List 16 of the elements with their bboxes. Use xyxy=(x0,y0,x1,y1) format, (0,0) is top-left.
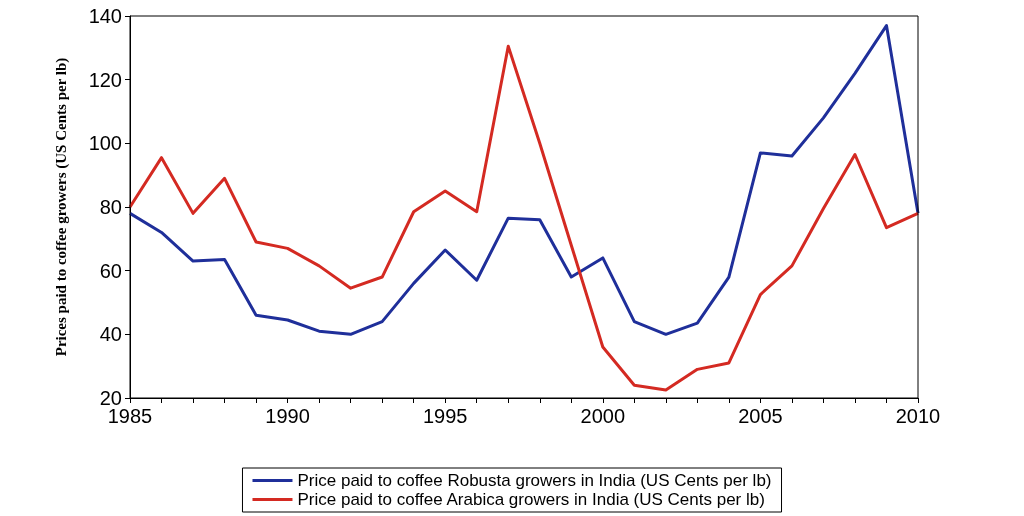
x-tick-label: 1990 xyxy=(265,405,310,427)
x-tick-label: 2005 xyxy=(738,405,783,427)
legend-label: Price paid to coffee Arabica growers in India (US Cents per lb) xyxy=(297,490,765,509)
y-tick-label: 80 xyxy=(99,196,122,218)
x-tick-label: 1995 xyxy=(422,405,468,427)
legend-label: Price paid to coffee Robusta growers in India (US Cents per lb) xyxy=(297,471,772,490)
y-tick-label: 40 xyxy=(99,323,122,346)
x-tick-label: 2000 xyxy=(580,405,626,427)
y-tick-label: 100 xyxy=(88,132,122,155)
line-series xyxy=(128,44,920,392)
y-tick-label: 60 xyxy=(99,259,122,282)
y-tick-label: 120 xyxy=(88,68,122,91)
y-tick-label: 140 xyxy=(88,5,122,27)
line-series xyxy=(128,24,920,336)
y-axis-title: Prices paid to coffee growers (US Cents per lb) xyxy=(52,57,70,357)
x-tick-label: 2010 xyxy=(895,405,941,427)
